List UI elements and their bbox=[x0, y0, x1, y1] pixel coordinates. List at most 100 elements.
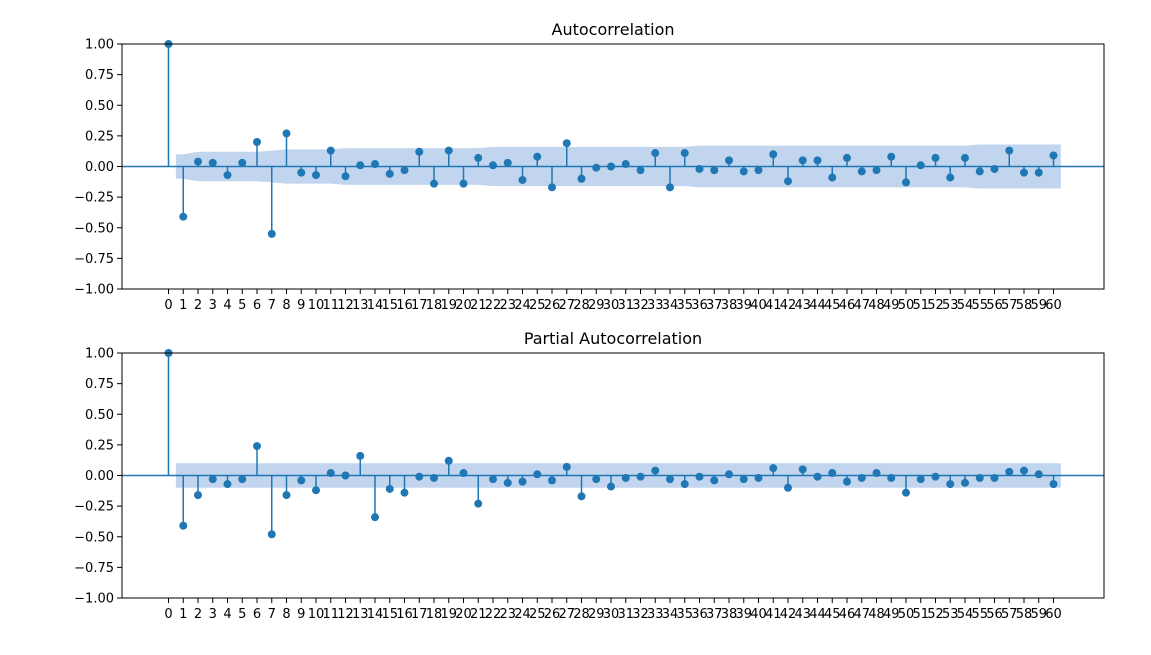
x-tick-label: 5 bbox=[238, 298, 246, 313]
x-tick-label: 36 bbox=[691, 607, 708, 622]
x-tick-label: 59 bbox=[1030, 607, 1047, 622]
x-tick-label: 3 bbox=[209, 607, 217, 622]
x-tick-label: 16 bbox=[396, 298, 413, 313]
marker-lag-24 bbox=[518, 175, 527, 184]
y-tick-label: −0.50 bbox=[74, 221, 114, 236]
x-tick-label: 46 bbox=[839, 607, 856, 622]
x-tick-label: 50 bbox=[898, 298, 915, 313]
y-tick-label: 0.75 bbox=[85, 377, 114, 392]
x-tick-label: 56 bbox=[986, 298, 1003, 313]
marker-lag-38 bbox=[725, 156, 733, 165]
x-tick-label: 6 bbox=[253, 607, 261, 622]
x-tick-label: 37 bbox=[706, 607, 723, 622]
y-tick-label: −0.75 bbox=[74, 252, 114, 267]
x-tick-label: 17 bbox=[411, 298, 428, 313]
marker-lag-1 bbox=[179, 212, 188, 221]
marker-lag-15 bbox=[385, 484, 394, 493]
marker-lag-34 bbox=[666, 183, 674, 192]
marker-lag-42 bbox=[784, 177, 792, 186]
marker-lag-32 bbox=[636, 166, 645, 175]
marker-lag-54 bbox=[961, 478, 969, 487]
x-tick-label: 4 bbox=[223, 298, 231, 313]
x-tick-label: 35 bbox=[676, 607, 693, 622]
marker-lag-35 bbox=[680, 480, 689, 489]
marker-lag-30 bbox=[607, 482, 615, 491]
x-tick-label: 0 bbox=[164, 298, 172, 313]
marker-lag-13 bbox=[356, 451, 365, 460]
marker-lag-59 bbox=[1034, 168, 1043, 177]
x-tick-label: 26 bbox=[544, 607, 561, 622]
y-tick-label: 1.00 bbox=[85, 347, 114, 362]
x-tick-label: 44 bbox=[809, 607, 826, 622]
marker-lag-42 bbox=[784, 483, 792, 492]
x-tick-label: 54 bbox=[957, 607, 974, 622]
marker-lag-1 bbox=[179, 521, 188, 530]
x-tick-label: 1 bbox=[179, 298, 187, 313]
marker-lag-20 bbox=[459, 179, 468, 188]
marker-lag-44 bbox=[813, 156, 822, 165]
marker-lag-40 bbox=[754, 473, 763, 482]
x-tick-label: 53 bbox=[942, 298, 959, 313]
marker-lag-30 bbox=[607, 162, 615, 171]
x-tick-label: 57 bbox=[1001, 298, 1018, 313]
marker-lag-60 bbox=[1049, 151, 1058, 160]
marker-lag-27 bbox=[562, 462, 571, 471]
x-tick-label: 43 bbox=[794, 298, 811, 313]
x-tick-label: 36 bbox=[691, 298, 708, 313]
x-tick-label: 30 bbox=[603, 298, 620, 313]
x-tick-label: 19 bbox=[440, 607, 457, 622]
marker-lag-33 bbox=[651, 149, 660, 158]
marker-lag-45 bbox=[828, 469, 837, 478]
x-tick-label: 46 bbox=[839, 298, 856, 313]
marker-lag-19 bbox=[444, 456, 453, 465]
x-tick-label: 2 bbox=[194, 298, 202, 313]
x-tick-label: 2 bbox=[194, 607, 202, 622]
x-tick-label: 12 bbox=[337, 607, 354, 622]
x-tick-label: 20 bbox=[455, 298, 472, 313]
marker-lag-29 bbox=[592, 163, 601, 172]
x-tick-label: 19 bbox=[440, 298, 457, 313]
marker-lag-3 bbox=[208, 475, 217, 484]
marker-lag-41 bbox=[769, 150, 778, 159]
marker-lag-6 bbox=[253, 138, 261, 146]
x-tick-label: 9 bbox=[297, 607, 305, 622]
x-tick-label: 49 bbox=[883, 607, 900, 622]
marker-lag-9 bbox=[297, 476, 306, 485]
y-tick-label: −0.25 bbox=[74, 191, 114, 206]
marker-lag-49 bbox=[887, 473, 896, 482]
marker-lag-18 bbox=[430, 179, 438, 188]
marker-lag-53 bbox=[946, 173, 955, 182]
marker-lag-10 bbox=[312, 486, 320, 495]
y-tick-label: 0.25 bbox=[85, 438, 114, 453]
marker-lag-7 bbox=[267, 229, 276, 238]
marker-lag-6 bbox=[253, 442, 261, 451]
marker-lag-48 bbox=[872, 469, 881, 478]
x-tick-label: 42 bbox=[780, 298, 797, 313]
marker-lag-24 bbox=[518, 477, 527, 486]
marker-lag-46 bbox=[843, 153, 851, 162]
x-tick-label: 1 bbox=[179, 607, 187, 622]
x-tick-label: 38 bbox=[721, 607, 738, 622]
x-tick-label: 32 bbox=[632, 298, 649, 313]
y-tick-label: −1.00 bbox=[74, 283, 114, 298]
x-tick-label: 3 bbox=[209, 298, 217, 313]
marker-lag-45 bbox=[828, 173, 837, 182]
x-tick-label: 10 bbox=[308, 298, 325, 313]
marker-lag-7 bbox=[267, 530, 276, 539]
marker-lag-47 bbox=[857, 167, 866, 176]
x-tick-label: 31 bbox=[617, 607, 634, 622]
marker-lag-39 bbox=[739, 475, 748, 484]
x-tick-label: 60 bbox=[1045, 607, 1062, 622]
marker-lag-20 bbox=[459, 469, 468, 478]
x-tick-label: 9 bbox=[297, 298, 305, 313]
marker-lag-5 bbox=[238, 158, 247, 167]
x-tick-label: 37 bbox=[706, 298, 723, 313]
marker-lag-56 bbox=[990, 164, 999, 173]
x-tick-label: 12 bbox=[337, 298, 354, 313]
y-tick-label: 0.50 bbox=[85, 408, 114, 423]
marker-lag-22 bbox=[489, 475, 497, 484]
x-tick-label: 35 bbox=[676, 298, 693, 313]
marker-lag-49 bbox=[887, 152, 896, 161]
x-tick-label: 47 bbox=[853, 607, 870, 622]
